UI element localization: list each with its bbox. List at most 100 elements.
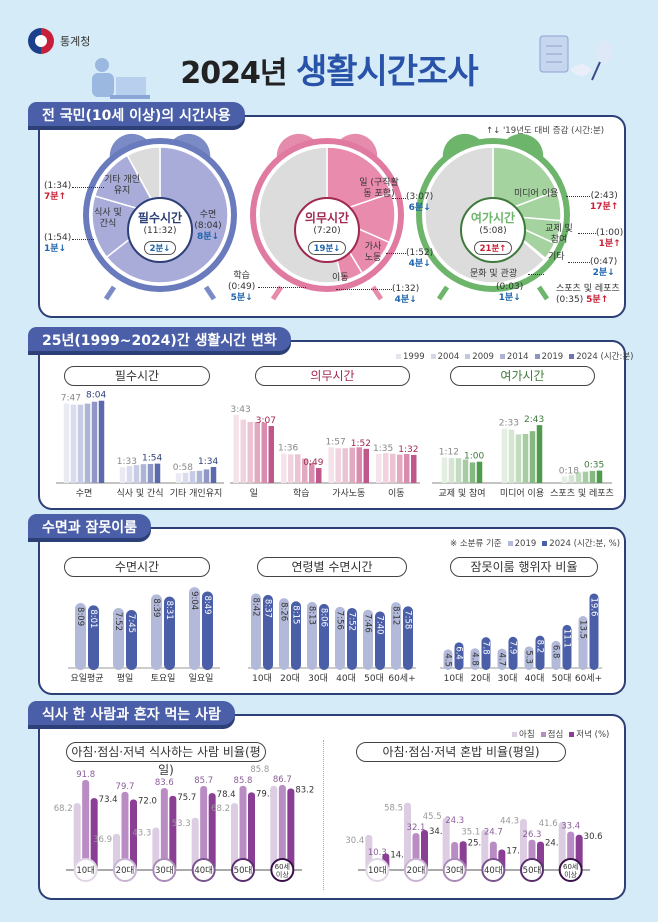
bar bbox=[316, 468, 322, 483]
age-label: 10대 bbox=[368, 866, 387, 876]
value-label: 36.9 bbox=[93, 835, 112, 845]
ann-culture: (0:03) 1분↓ bbox=[496, 282, 523, 304]
value: (1:34) bbox=[44, 181, 72, 191]
section-title-trend: 25년(1999~2024)간 생활시간 변화 bbox=[28, 327, 291, 351]
age-badge bbox=[270, 858, 295, 882]
org-name: 통계청 bbox=[60, 35, 91, 48]
clock-leg bbox=[536, 285, 550, 301]
label: 스포츠 및 레포츠 bbox=[556, 284, 620, 294]
bar bbox=[442, 817, 450, 870]
change: 7분↑ bbox=[44, 192, 67, 202]
age-label: 50대 bbox=[234, 866, 253, 876]
pill-insomnia: 잠못이룸 행위자 비율 bbox=[450, 557, 598, 577]
bar bbox=[291, 601, 301, 670]
category-label: 학습 bbox=[293, 488, 310, 499]
age-label: 40대 bbox=[484, 866, 503, 876]
category-label: 수면 bbox=[76, 488, 93, 499]
bar bbox=[524, 646, 534, 670]
leader-line bbox=[72, 239, 94, 240]
leader-line bbox=[566, 196, 590, 197]
bar bbox=[454, 642, 464, 670]
legend-swatch bbox=[465, 353, 471, 359]
legend-meal: 점심 bbox=[547, 730, 564, 740]
age-badge bbox=[404, 858, 428, 882]
category-label: 스포츠 및 레포츠 bbox=[550, 487, 614, 499]
meal-bar-charts: 68.2 91.8 73.4 10대 36.9 79.772.0 20대 43.3 83.675… bbox=[54, 765, 603, 882]
bar bbox=[441, 457, 448, 483]
value-label: 7:46 bbox=[363, 614, 373, 633]
category-label: 요일평균 bbox=[70, 673, 103, 684]
bar bbox=[169, 795, 177, 870]
category-label: 40대 bbox=[336, 673, 356, 684]
ann-other-leisure-label: 기타 bbox=[548, 252, 565, 262]
age-label: 40대 bbox=[194, 866, 213, 876]
bar bbox=[596, 470, 603, 483]
value-label: 43.3 bbox=[132, 829, 151, 839]
bar bbox=[189, 471, 196, 483]
value-label: 75.7 bbox=[177, 793, 196, 803]
value-label: 17.8 bbox=[506, 847, 525, 857]
bar bbox=[202, 591, 213, 670]
value-label: 4.5 bbox=[443, 653, 453, 667]
pill-essential: 필수시간 bbox=[64, 366, 210, 386]
pie-slice bbox=[492, 146, 558, 217]
first-value-label: 1:12 bbox=[439, 447, 459, 457]
category-label: 일요일 bbox=[189, 673, 214, 684]
section-title-sleep: 수면과 잠못이룸 bbox=[28, 514, 152, 538]
bar bbox=[575, 472, 582, 483]
bar bbox=[233, 414, 239, 483]
last-value-label: 0:35 bbox=[584, 461, 604, 471]
age-badge bbox=[231, 858, 255, 882]
age-label: 60세 bbox=[275, 862, 290, 871]
category-label: 30대 bbox=[308, 673, 328, 684]
first-value-label: 0:58 bbox=[173, 463, 193, 473]
bar bbox=[287, 788, 295, 870]
bar bbox=[481, 637, 491, 670]
bar bbox=[98, 400, 105, 483]
first-value-label: 0:18 bbox=[559, 467, 579, 477]
obligatory-total: (7:20) bbox=[313, 226, 341, 236]
value-label: 6.4 bbox=[454, 646, 464, 660]
legend-swatch bbox=[396, 353, 401, 359]
change: 4분↓ bbox=[408, 259, 431, 269]
bar bbox=[63, 403, 70, 483]
age-label: 이상 bbox=[564, 870, 577, 879]
last-value-label: 1:32 bbox=[398, 445, 418, 455]
value-label: 30.4 bbox=[345, 836, 364, 846]
value-label: 8:01 bbox=[88, 609, 98, 628]
bar bbox=[448, 458, 455, 483]
legend-swatch bbox=[569, 731, 575, 737]
first-value-label: 1:36 bbox=[278, 444, 298, 454]
essential-total: (11:32) bbox=[143, 226, 177, 236]
age-label: 60세 bbox=[563, 862, 578, 871]
legend-year: 1999 bbox=[403, 352, 425, 362]
value-label: 30.6 bbox=[584, 832, 603, 842]
unit: (시간:분, %) bbox=[573, 539, 621, 549]
last-value-label: 1:54 bbox=[142, 454, 162, 464]
value-label: 24.7 bbox=[484, 827, 503, 837]
bar bbox=[562, 624, 572, 670]
bar bbox=[200, 786, 208, 870]
ann-meal-label: 식사 및 간식 bbox=[94, 208, 122, 229]
bar bbox=[582, 471, 589, 483]
value-label: 4.7 bbox=[497, 653, 507, 667]
ann-study: 학습 (0:49) 5분↓ bbox=[228, 271, 255, 304]
unit: (%) bbox=[591, 730, 610, 740]
bar bbox=[558, 822, 566, 870]
last-value-label: 2:43 bbox=[524, 415, 544, 425]
value-label: 24.3 bbox=[445, 816, 464, 826]
last-value-label: 8:04 bbox=[86, 391, 106, 401]
bar bbox=[210, 467, 217, 483]
legend-swatch bbox=[540, 731, 546, 737]
legend-2024: 2024 bbox=[549, 539, 571, 549]
bar bbox=[363, 448, 369, 483]
category-label: 20대 bbox=[280, 673, 300, 684]
value-label: 58.5 bbox=[384, 804, 403, 814]
bar bbox=[279, 598, 289, 670]
clock-leg bbox=[203, 285, 217, 301]
change: 6분↓ bbox=[408, 203, 431, 213]
bar bbox=[121, 791, 129, 870]
value-label: 8:12 bbox=[391, 606, 401, 625]
value-label: 6.8 bbox=[551, 645, 561, 659]
